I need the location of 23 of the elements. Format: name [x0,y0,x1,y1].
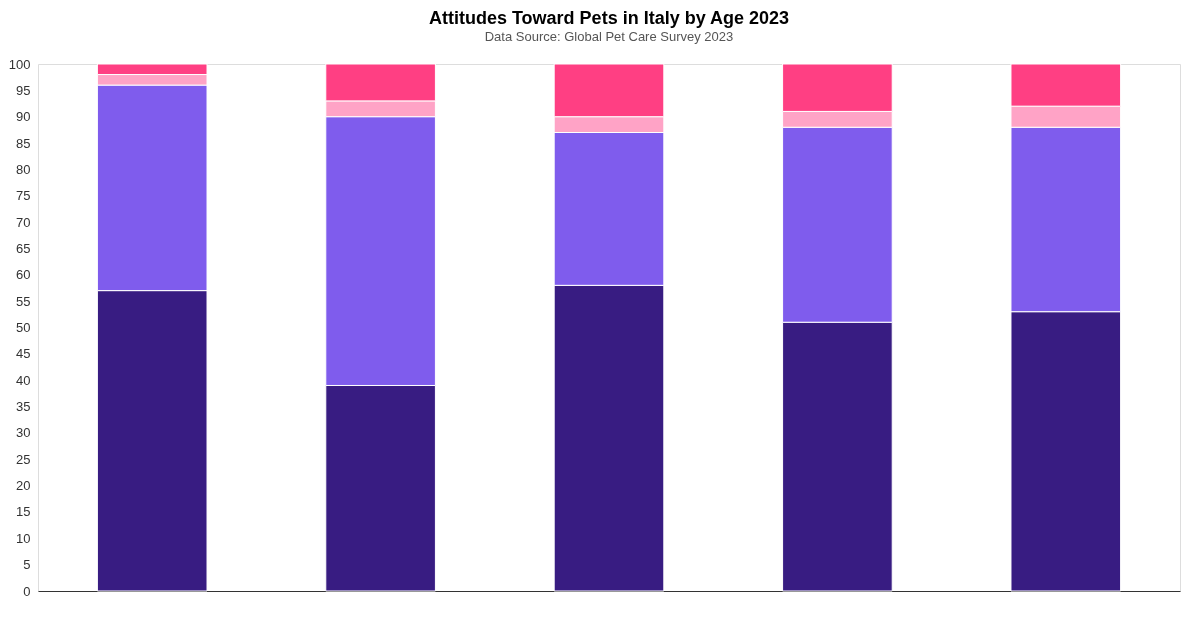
y-tick-label: 65 [16,240,31,256]
y-tick-label: 95 [16,82,31,98]
y-tick-label: 75 [16,188,31,204]
y-tick-label: 0 [23,583,31,599]
chart-title: Attitudes Toward Pets in Italy by Age 2023 [428,8,790,28]
y-tick-label: 90 [16,109,31,125]
y-tick-label: 20 [16,478,31,494]
chart-subtitle: Data Source: Global Pet Care Survey 2023 [484,29,734,44]
y-tick-label: 10 [16,530,31,546]
y-tick-label: 60 [16,267,31,283]
y-tick-label: 45 [16,346,31,362]
y-tick-label: 15 [16,504,31,520]
y-tick-label: 40 [16,372,31,388]
y-tick-label: 85 [16,135,31,151]
y-tick-label: 35 [16,399,31,415]
y-tick-label: 50 [16,320,31,335]
y-tick-label: 5 [23,557,31,573]
y-tick-label: 70 [16,214,31,230]
y-tick-label: 80 [16,161,31,177]
y-tick-label: 100 [8,56,31,72]
y-tick-label: 25 [16,451,31,467]
y-tick-label: 30 [16,425,31,441]
y-tick-label: 55 [16,293,31,309]
